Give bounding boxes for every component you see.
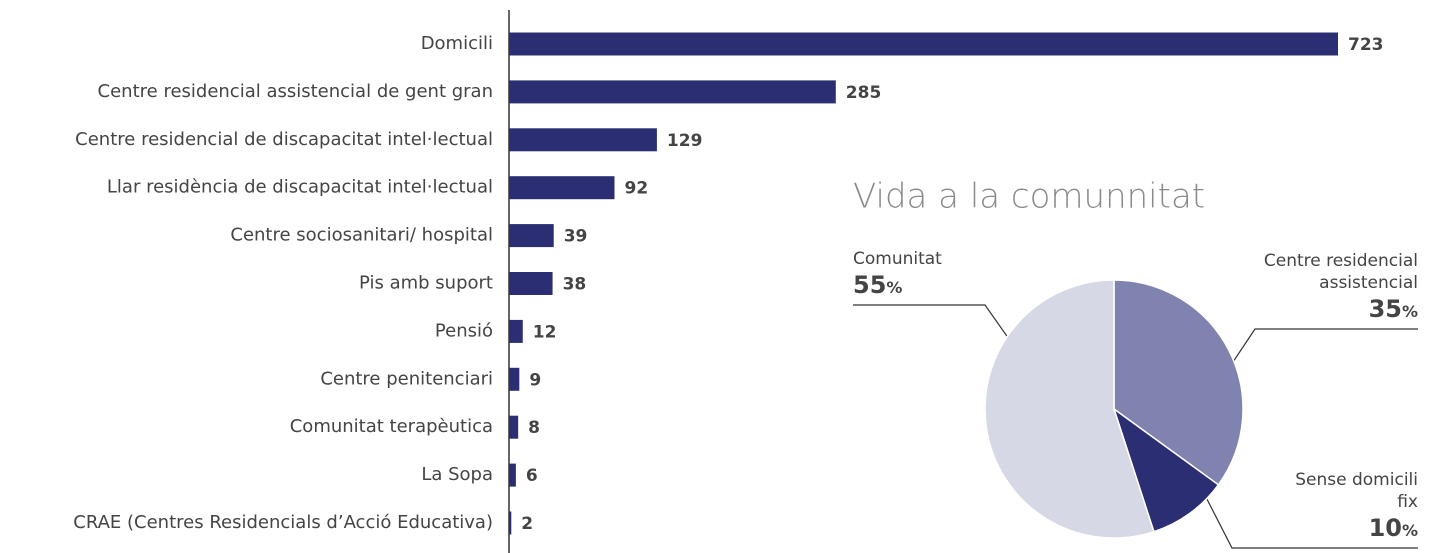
bar (509, 128, 657, 152)
value-label: 129 (667, 131, 703, 151)
pie-slice (984, 279, 1155, 539)
bar-label: Centre penitenciari (320, 368, 493, 389)
pie-value-label: 55% (853, 271, 903, 299)
pie-label: Centre residencial assistencial 35% (1218, 250, 1418, 327)
bar (509, 32, 1338, 56)
leader-line (1212, 328, 1418, 393)
pie-category: Sense domicili fix (1295, 470, 1418, 512)
bar-label: Pis amb suport (359, 273, 493, 294)
value-label: 12 (533, 322, 557, 342)
value-label: 6 (526, 466, 538, 486)
bar-label: Centre sociosanitari/ hospital (230, 225, 493, 246)
value-label: 38 (563, 275, 587, 295)
bar (509, 80, 836, 104)
bar (509, 272, 553, 295)
bar-label: Domicili (421, 33, 493, 54)
pie-slice (1112, 407, 1220, 533)
pie-label: Sense domicili fix 10% (1288, 469, 1418, 546)
bar (509, 176, 615, 200)
bar (509, 463, 516, 487)
pie-category: Centre residencial assistencial (1263, 251, 1418, 293)
pie-title: Vida a la comunnitat (853, 177, 1205, 217)
bar (509, 511, 512, 535)
bar-label: CRAE (Centres Residencials d’Acció Educa… (73, 512, 493, 533)
bar (509, 367, 520, 391)
value-label: 2 (521, 514, 533, 534)
pie-label: Comunitat 55% (853, 248, 1053, 303)
pie-category: Comunitat (853, 249, 942, 269)
bar (509, 224, 554, 248)
bar-label: Centre residencial de discapacitat intel… (75, 129, 493, 150)
pie-value-label: 10% (1368, 514, 1418, 542)
pie-slice (1113, 279, 1244, 486)
value-label: 92 (624, 179, 648, 199)
value-label: 723 (1348, 35, 1384, 55)
bar-label: La Sopa (421, 464, 493, 485)
value-label: 9 (529, 370, 541, 390)
bar-label: Pensió (435, 320, 493, 341)
bar (509, 319, 523, 343)
bar-label: Comunitat terapèutica (290, 416, 493, 437)
bar-label: Centre residencial assistencial de gent … (98, 81, 493, 102)
bar (509, 415, 519, 439)
value-label: 285 (846, 83, 882, 103)
value-label: 8 (528, 418, 540, 438)
value-label: 39 (564, 227, 588, 247)
bar-label: Llar residència de discapacitat intel·le… (107, 177, 493, 198)
pie-value-label: 35% (1368, 295, 1418, 323)
